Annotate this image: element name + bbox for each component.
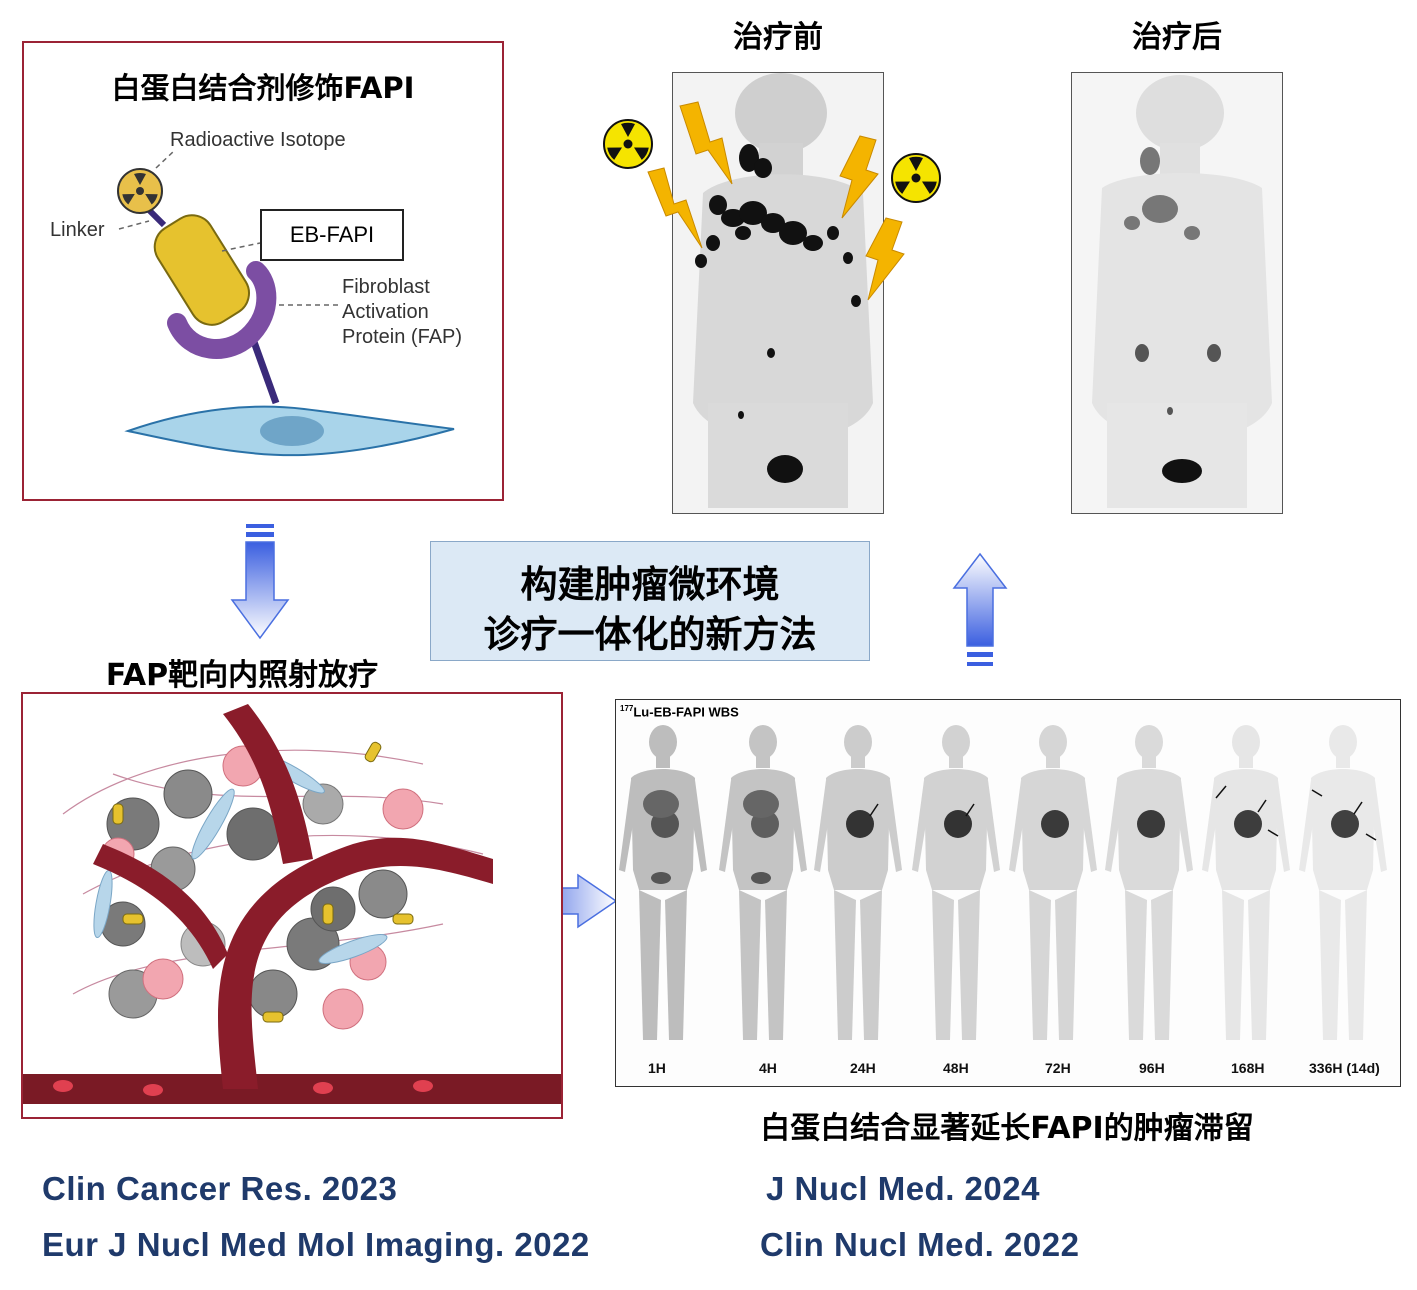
whole-body-scan bbox=[912, 725, 1000, 1040]
after-treatment-title: 治疗后 bbox=[1132, 20, 1222, 55]
timepoint-label: 48H bbox=[943, 1060, 969, 1076]
ebfapi-binding-diagram bbox=[117, 150, 455, 457]
arrow-down bbox=[230, 524, 290, 640]
ebfapi-label-box: EB-FAPI bbox=[260, 209, 404, 261]
lightning-bolt-icon bbox=[839, 135, 879, 219]
schematic-title: 白蛋白结合剂修饰FAPI bbox=[111, 71, 415, 105]
before-treatment-title: 治疗前 bbox=[733, 20, 823, 55]
uptake-arrow-icon bbox=[1365, 833, 1377, 841]
whole-body-scan bbox=[719, 725, 807, 1040]
radioactive-isotope-icon bbox=[117, 168, 163, 214]
uptake-arrow-icon bbox=[1353, 801, 1363, 815]
fap-label-line-3: Protein (FAP) bbox=[342, 326, 463, 348]
fap-therapy-title: FAP靶向内照射放疗 bbox=[105, 658, 379, 693]
wbs-panel: 177Lu-EB-FAPI WBS 1H 4H 24H 48H 72H 96H … bbox=[615, 699, 1401, 1087]
lightning-bolt-icon bbox=[865, 217, 905, 301]
tumor-microenvironment-illustration bbox=[23, 704, 561, 1104]
wbs-header-text: Lu-EB-FAPI WBS bbox=[633, 704, 739, 720]
timepoint-label: 96H bbox=[1139, 1060, 1165, 1076]
fap-label-line-2: Activation bbox=[342, 301, 429, 323]
whole-body-scan bbox=[1009, 725, 1097, 1040]
fap-label-line-1: Fibroblast bbox=[342, 276, 430, 298]
tumor-microenvironment-panel bbox=[21, 692, 563, 1119]
whole-body-scan bbox=[1299, 725, 1387, 1040]
linker-label: Linker bbox=[50, 219, 105, 241]
concept-line-2: 诊疗一体化的新方法 bbox=[483, 613, 817, 656]
arrow-up bbox=[952, 552, 1008, 666]
uptake-arrow-icon bbox=[1311, 789, 1323, 797]
lightning-bolt-icon bbox=[647, 167, 703, 249]
isotope-label: Radioactive Isotope bbox=[170, 129, 346, 151]
reference-right-1: J Nucl Med. 2024 bbox=[766, 1170, 1040, 1207]
timepoint-label: 24H bbox=[850, 1060, 876, 1076]
radiation-icon-left bbox=[603, 119, 653, 169]
uptake-arrow-icon bbox=[1267, 829, 1279, 837]
whole-body-scan bbox=[814, 725, 902, 1040]
timepoint-label: 72H bbox=[1045, 1060, 1071, 1076]
fap-receptor bbox=[167, 261, 277, 359]
concept-line-1: 构建肿瘤微环境 bbox=[520, 563, 780, 606]
lightning-bolt-icon bbox=[679, 101, 733, 185]
pet-scan-after bbox=[1071, 72, 1283, 514]
timepoint-label: 168H bbox=[1231, 1060, 1265, 1076]
timepoint-label: 1H bbox=[648, 1060, 666, 1076]
radiation-icon-right bbox=[891, 153, 941, 203]
wbs-header: 177Lu-EB-FAPI WBS bbox=[620, 704, 739, 719]
whole-body-scan bbox=[619, 725, 707, 1040]
blood-vessel bbox=[23, 704, 561, 1104]
irradiation-decorations bbox=[603, 101, 941, 301]
pet-scan-after-image bbox=[1072, 73, 1282, 513]
ebfapi-schematic-panel: 白蛋白结合剂修饰FAPI Radioactive Isotope Linker … bbox=[22, 41, 504, 501]
fap-label: Fibroblast Activation Protein (FAP) bbox=[342, 275, 462, 350]
uptake-arrow-icon bbox=[1257, 799, 1267, 813]
wbs-scan-strip bbox=[619, 725, 1387, 1040]
uptake-arrow-icon bbox=[965, 803, 975, 817]
wbs-header-isotope: 177 bbox=[620, 704, 634, 713]
wbs-caption: 白蛋白结合显著延长FAPI的肿瘤滞留 bbox=[760, 1111, 1254, 1146]
pet-scan-before-image bbox=[673, 73, 883, 513]
whole-body-scan bbox=[1202, 725, 1290, 1040]
concept-box: 构建肿瘤微环境 诊疗一体化的新方法 bbox=[430, 541, 870, 661]
uptake-arrow-icon bbox=[1215, 785, 1227, 799]
reference-left-1: Clin Cancer Res. 2023 bbox=[42, 1170, 398, 1207]
timepoint-label: 4H bbox=[759, 1060, 777, 1076]
ebfapi-molecule bbox=[153, 214, 250, 326]
reference-right-2: Clin Nucl Med. 2022 bbox=[760, 1226, 1080, 1263]
uptake-arrow-icon bbox=[869, 803, 879, 817]
timepoint-label: 336H (14d) bbox=[1309, 1060, 1380, 1076]
ebfapi-molecules bbox=[112, 741, 414, 1023]
cell-nucleus bbox=[260, 416, 324, 446]
whole-body-scan bbox=[1105, 725, 1193, 1040]
reference-left-2: Eur J Nucl Med Mol Imaging. 2022 bbox=[42, 1226, 590, 1263]
